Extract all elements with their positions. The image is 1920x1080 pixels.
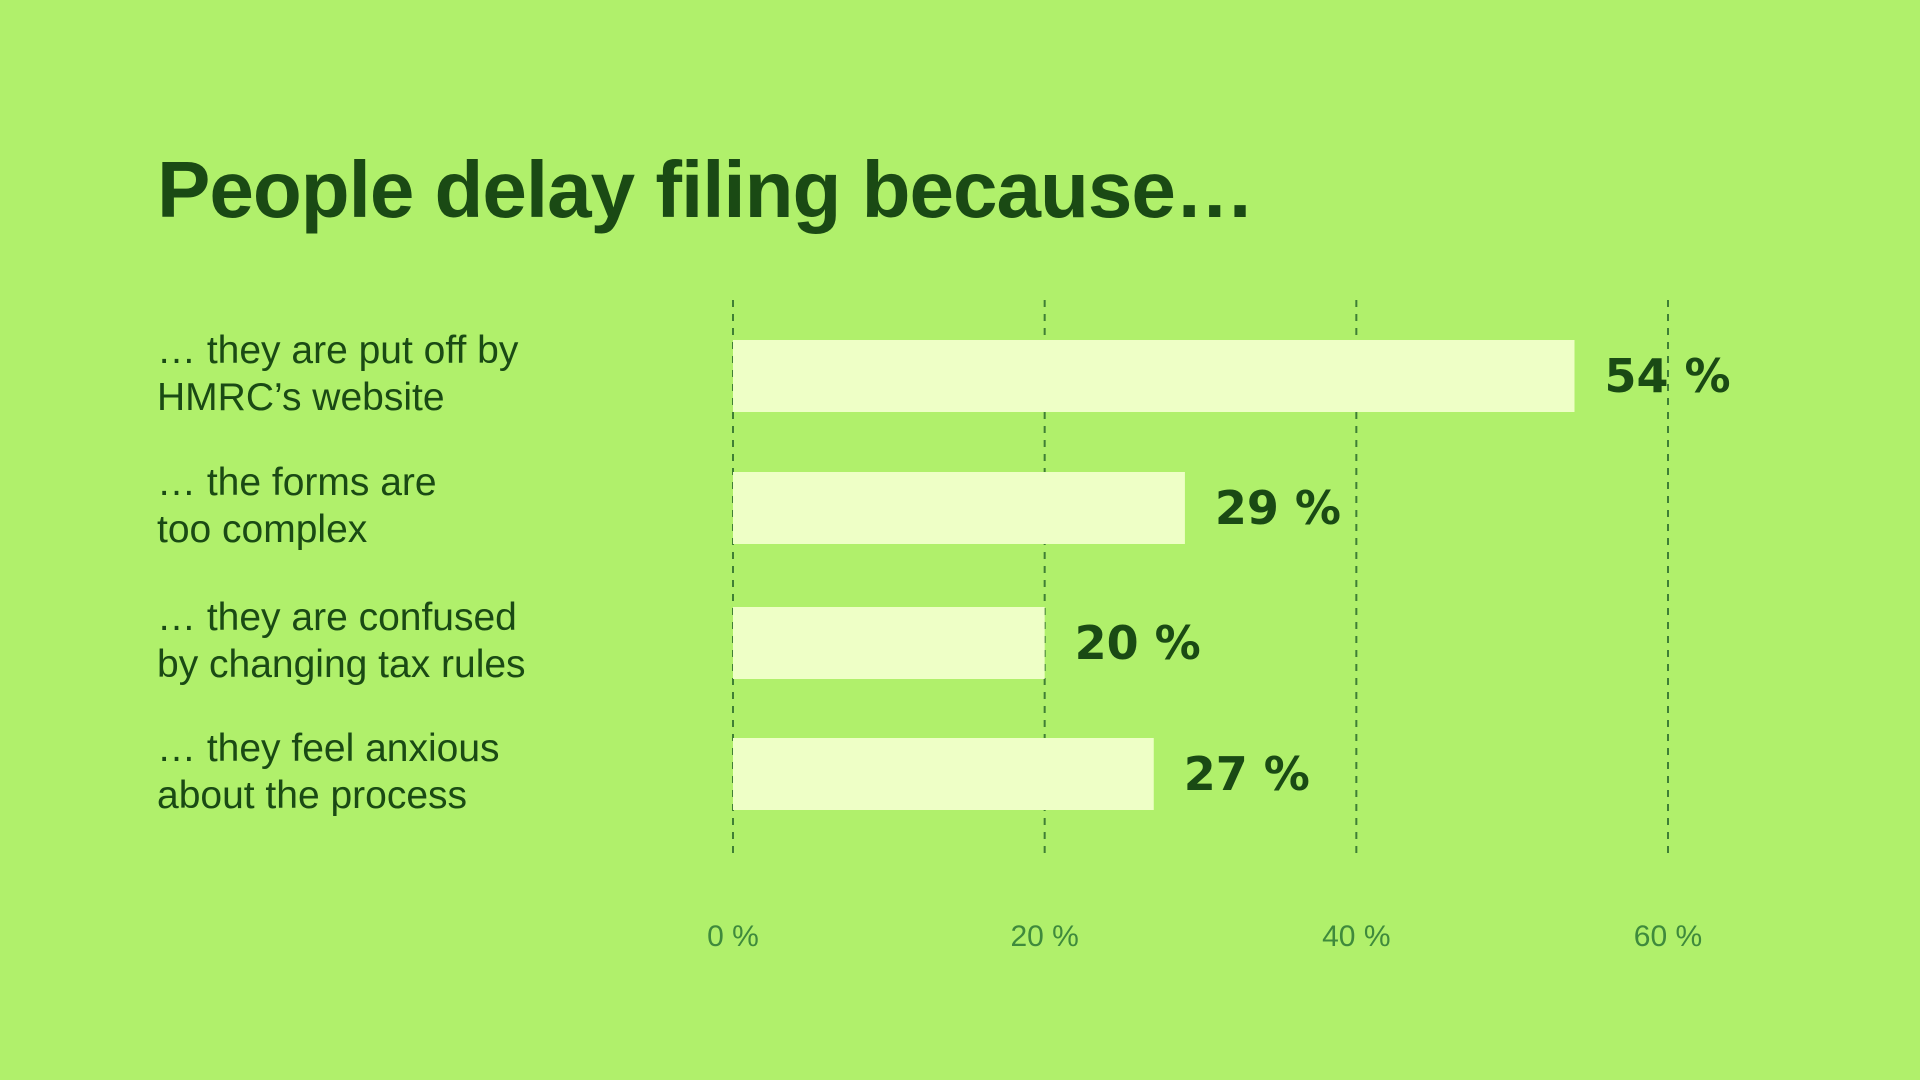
value-label-1: 54 %: [1605, 349, 1731, 403]
category-label-line: … the forms are: [157, 461, 437, 504]
category-label-line: too complex: [157, 508, 368, 551]
tick-label-0: 0 %: [707, 920, 759, 953]
bar-4: [733, 738, 1154, 810]
bar-3: [733, 607, 1045, 679]
category-label-line: … they are put off by: [157, 329, 519, 372]
category-label-line: by changing tax rules: [157, 643, 526, 686]
tick-label-20: 20 %: [1010, 920, 1078, 953]
chart-title: People delay filing because…: [157, 145, 1255, 234]
tick-label-40: 40 %: [1322, 920, 1390, 953]
value-label-3: 20 %: [1075, 616, 1201, 670]
category-label-line: … they are confused: [157, 596, 517, 639]
category-label-line: … they feel anxious: [157, 727, 500, 770]
value-label-4: 27 %: [1184, 747, 1310, 801]
bar-1: [733, 340, 1575, 412]
category-label-line: HMRC’s website: [157, 376, 445, 419]
category-label-line: about the process: [157, 774, 468, 817]
category-label-3: … they are confused by changing tax rules: [157, 594, 717, 688]
tick-label-60: 60 %: [1634, 920, 1702, 953]
category-label-1: … they are put off by HMRC’s website: [157, 327, 717, 421]
category-label-4: … they feel anxious about the process: [157, 725, 717, 819]
bar-2: [733, 472, 1185, 544]
value-label-2: 29 %: [1215, 481, 1341, 535]
category-label-2: … the forms are too complex: [157, 459, 717, 553]
